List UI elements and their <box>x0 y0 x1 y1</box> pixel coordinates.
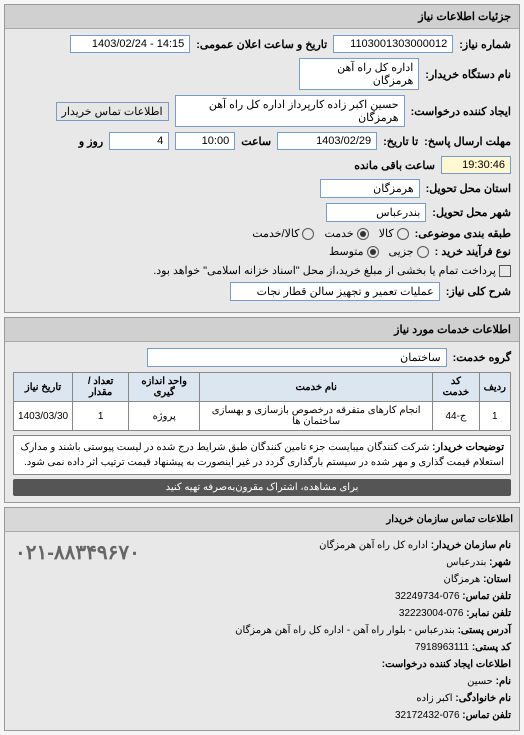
cat-label: طبقه بندی موضوعی: <box>415 227 511 240</box>
datetime-value: 14:15 - 1403/02/24 <box>70 35 190 53</box>
province-label: استان محل تحویل: <box>426 182 511 195</box>
th-unit: واحد اندازه گیری <box>129 373 200 402</box>
until-label: تا تاریخ: <box>383 135 418 148</box>
number-value: 1103001303000012 <box>333 35 453 53</box>
services-panel: اطلاعات خدمات مورد نیاز گروه خدمت: ساختم… <box>4 317 520 503</box>
deadline-label: مهلت ارسال پاسخ: <box>424 135 511 148</box>
contact-panel: اطلاعات تماس سازمان خریدار ۰۲۱-۸۸۳۴۹۶۷۰ … <box>4 507 520 731</box>
cat-service-label: خدمت <box>324 227 353 240</box>
proc-radios: جزیی متوسط <box>329 245 429 258</box>
time-label-1: ساعت <box>241 135 271 148</box>
proc-label: نوع فرآیند خرید : <box>435 245 511 258</box>
city-label: شهر محل تحویل: <box>432 206 511 219</box>
cat-radios: کالا خدمت کالا/خدمت <box>252 227 408 240</box>
c-rtel-v: 076-32172432 <box>395 710 460 721</box>
td-code: ج-44 <box>433 402 479 431</box>
proc-small-label: جزیی <box>389 245 414 258</box>
th-row: ردیف <box>479 373 510 402</box>
table-row: 1 ج-44 انجام کارهای متفرقه درخصوص بازساز… <box>14 402 511 431</box>
big-phone: ۰۲۱-۸۸۳۴۹۶۷۰ <box>15 536 140 570</box>
days-label: روز و <box>79 135 103 148</box>
creator-value: حسین اکبر زاده کارپرداز اداره کل راه آهن… <box>175 95 405 127</box>
c-req-title: اطلاعات ایجاد کننده درخواست: <box>382 659 511 670</box>
th-code: کد خدمت <box>433 373 479 402</box>
c-fax-v: 076-32223004 <box>399 608 464 619</box>
td-date: 1403/03/30 <box>14 402 73 431</box>
contact-button[interactable]: اطلاعات تماس خریدار <box>56 102 169 121</box>
c-city-v: بندرعباس <box>446 557 486 568</box>
panel1-title: جزئیات اطلاعات نیاز <box>5 5 519 29</box>
c-post-v: 7918963111 <box>415 642 469 653</box>
province-value: هرمزگان <box>320 179 420 198</box>
need-details-panel: جزئیات اطلاعات نیاز شماره نیاز: 11030013… <box>4 4 520 313</box>
org-label: نام دستگاه خریدار: <box>425 68 511 81</box>
services-table: ردیف کد خدمت نام خدمت واحد اندازه گیری ت… <box>13 372 511 431</box>
remain-time: 19:30:46 <box>441 156 511 174</box>
deadline-time: 10:00 <box>175 132 235 150</box>
c-rtel-l: تلفن تماس: <box>462 710 511 721</box>
number-label: شماره نیاز: <box>459 38 511 51</box>
c-tel-l: تلفن تماس: <box>462 591 511 602</box>
th-date: تاریخ نیاز <box>14 373 73 402</box>
desc-label: شرح کلی نیاز: <box>446 285 511 298</box>
cat-service-radio[interactable] <box>357 228 369 240</box>
c-fax-l: تلفن نمابر: <box>466 608 511 619</box>
notes-label: توضیحات خریدار: <box>432 442 504 453</box>
org-value: اداره کل راه آهن هرمزگان <box>299 58 419 90</box>
td-unit: پروژه <box>129 402 200 431</box>
cat-goods-label: کالا <box>379 227 394 240</box>
mask-bar[interactable]: برای مشاهده، اشتراک مقرون‌به‌صرفه تهیه ک… <box>13 479 511 496</box>
th-name: نام خدمت <box>200 373 433 402</box>
desc-value: عملیات تعمیر و تجهیز سالن قطار نجات <box>230 282 440 301</box>
cat-both-radio[interactable] <box>302 228 314 240</box>
c-addr-v: بندرعباس - بلوار راه آهن - اداره کل راه … <box>235 625 455 636</box>
days-value: 4 <box>109 132 169 150</box>
buyer-notes: توضیحات خریدار: شرکت کنندگان میبایست جزء… <box>13 435 511 475</box>
proc-med-label: متوسط <box>329 245 364 258</box>
proc-note-label: پرداخت تمام یا بخشی از مبلغ خرید،از محل … <box>153 264 496 277</box>
c-lname-v: اکبر زاده <box>416 693 452 704</box>
proc-small-radio[interactable] <box>417 246 429 258</box>
c-org-l: نام سازمان خریدار: <box>431 540 511 551</box>
c-lname-l: نام خانوادگی: <box>455 693 511 704</box>
cat-goods-radio[interactable] <box>397 228 409 240</box>
deadline-date: 1403/02/29 <box>277 132 377 150</box>
c-addr-l: آدرس پستی: <box>458 625 511 636</box>
td-name: انجام کارهای متفرقه درخصوص بازسازی و بهس… <box>200 402 433 431</box>
td-row: 1 <box>479 402 510 431</box>
th-qty: تعداد / مقدار <box>73 373 129 402</box>
c-org-v: اداره کل راه آهن هرمزگان <box>319 540 428 551</box>
cat-both-label: کالا/خدمت <box>252 227 299 240</box>
proc-med-radio[interactable] <box>367 246 379 258</box>
group-label: گروه خدمت: <box>453 351 511 364</box>
remain-label: ساعت باقی مانده <box>354 159 435 172</box>
contact-title: اطلاعات تماس سازمان خریدار <box>5 508 519 532</box>
panel2-title: اطلاعات خدمات مورد نیاز <box>5 318 519 342</box>
c-post-l: کد پستی: <box>472 642 511 653</box>
c-tel-v: 076-32249734 <box>395 591 460 602</box>
creator-label: ایجاد کننده درخواست: <box>411 105 511 118</box>
proc-note-check[interactable] <box>499 265 511 277</box>
city-value: بندرعباس <box>326 203 426 222</box>
c-city-l: شهر: <box>489 557 511 568</box>
c-fname-v: حسین <box>467 676 493 687</box>
group-value: ساختمان <box>147 348 447 367</box>
table-header-row: ردیف کد خدمت نام خدمت واحد اندازه گیری ت… <box>14 373 511 402</box>
td-qty: 1 <box>73 402 129 431</box>
datetime-label: تاریخ و ساعت اعلان عمومی: <box>196 38 327 51</box>
c-fname-l: نام: <box>496 676 511 687</box>
